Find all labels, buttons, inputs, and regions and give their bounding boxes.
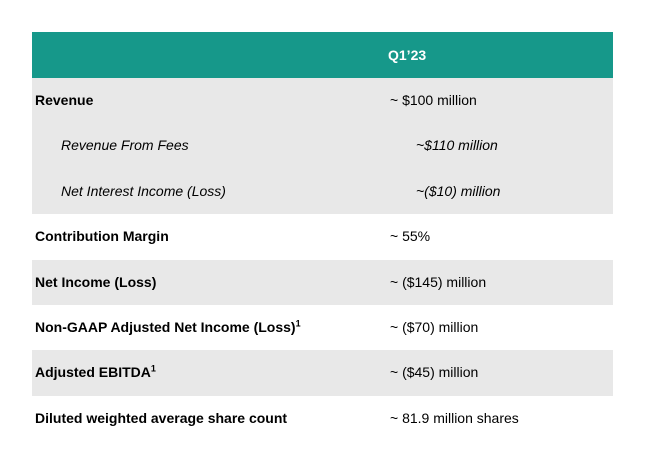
guidance-table: Q1’23 Revenue ~ $100 million Revenue Fro…: [32, 32, 613, 441]
row-value: ~ ($45) million: [390, 364, 479, 381]
table-row-revenue-from-fees: Revenue From Fees ~$110 million: [32, 123, 613, 169]
table-row-adjusted-net-income: Non-GAAP Adjusted Net Income (Loss)1 ~ (…: [32, 305, 613, 350]
row-label: Adjusted EBITDA1: [35, 363, 156, 381]
row-label: Revenue: [35, 92, 94, 108]
row-value: ~ 55%: [390, 228, 431, 245]
row-value: ~$110 million: [416, 137, 498, 154]
row-label: Contribution Margin: [35, 228, 169, 245]
row-value: ~ 81.9 million shares: [390, 409, 519, 426]
table-row-share-count: Diluted weighted average share count ~ 8…: [32, 396, 613, 441]
table-header: Q1’23: [32, 32, 613, 78]
row-value: ~($10) million: [416, 182, 501, 199]
row-value: ~ $100 million: [390, 92, 477, 108]
row-label: Revenue From Fees: [61, 137, 189, 154]
footnote-marker: 1: [150, 363, 156, 374]
row-label: Diluted weighted average share count: [35, 409, 288, 426]
table-row-net-income: Net Income (Loss) ~ ($145) million: [32, 259, 613, 305]
row-value: ~ ($70) million: [390, 318, 479, 335]
table-row-net-interest-income: Net Interest Income (Loss) ~($10) millio…: [32, 168, 613, 215]
row-label: Net Interest Income (Loss): [61, 182, 226, 199]
row-label: Net Income (Loss): [35, 273, 157, 290]
table-row-adjusted-ebitda: Adjusted EBITDA1 ~ ($45) million: [32, 350, 613, 396]
row-label: Non-GAAP Adjusted Net Income (Loss)1: [35, 318, 301, 335]
row-value: ~ ($145) million: [390, 273, 487, 290]
period-header: Q1’23: [388, 47, 427, 63]
table-row-contribution-margin: Contribution Margin ~ 55%: [32, 214, 613, 259]
footnote-marker: 1: [295, 318, 301, 329]
table-row-revenue: Revenue ~ $100 million: [32, 78, 613, 124]
